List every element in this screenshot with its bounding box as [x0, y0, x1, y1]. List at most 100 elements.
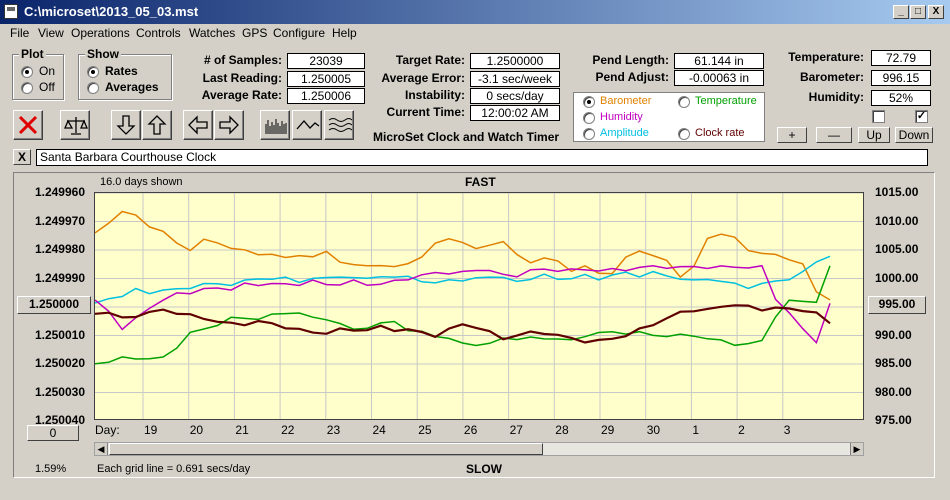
average-error-field: -3.1 sec/week — [470, 71, 560, 87]
clock-rate-option: Clock rate — [695, 127, 745, 139]
days-shown: 16.0 days shown — [100, 176, 183, 188]
plot-off-radio[interactable] — [21, 82, 33, 94]
x-tick: 27 — [509, 423, 523, 437]
y-left-tick: 1.250030 — [34, 384, 85, 399]
menu-file[interactable]: File — [10, 26, 30, 40]
horizontal-scrollbar[interactable]: ◀ ▶ — [94, 442, 864, 456]
menu-help[interactable]: Help — [332, 26, 357, 40]
right-arrow-button[interactable] — [214, 110, 244, 140]
slow-label: SLOW — [466, 462, 502, 476]
minimize-button[interactable]: _ — [893, 5, 909, 19]
menu-controls[interactable]: Controls — [136, 26, 181, 40]
last-reading-field: 1.250005 — [287, 71, 365, 87]
multi-line-view-button[interactable] — [324, 110, 354, 140]
fast-label: FAST — [465, 175, 496, 189]
humidity-label: Humidity: — [808, 90, 864, 104]
sensor-selector — [573, 92, 765, 142]
plot-on-radio[interactable] — [21, 66, 33, 78]
left-arrow-button[interactable] — [183, 110, 213, 140]
x-tick: 2 — [738, 423, 745, 437]
close-button[interactable]: X — [928, 5, 944, 19]
y-right-tick: 990.00 — [875, 327, 912, 342]
y-left-tick: 1.250040 — [34, 413, 85, 427]
show-averages-radio[interactable] — [87, 82, 99, 94]
y-right-tick: 980.00 — [875, 384, 912, 399]
y-right-tick: 975.00 — [875, 413, 912, 427]
balance-icon — [64, 117, 88, 135]
menu-configure[interactable]: Configure — [273, 26, 326, 40]
series-line-2 — [95, 264, 831, 344]
up-button[interactable]: Up — [858, 127, 890, 143]
left-checkbox[interactable] — [872, 110, 885, 123]
center-rate-button[interactable]: 1.250000 — [17, 296, 91, 314]
scroll-thumb[interactable] — [109, 443, 543, 455]
instability-field: 0 secs/day — [470, 88, 560, 104]
zero-button[interactable]: 0 — [27, 425, 79, 441]
x-tick: 30 — [646, 423, 661, 437]
show-group: Show Rates Averages — [78, 47, 172, 100]
barometer-radio[interactable] — [583, 96, 595, 108]
series-line-3 — [95, 265, 831, 365]
average-rate-field: 1.250006 — [287, 88, 365, 104]
clock-rate-radio[interactable] — [678, 128, 690, 140]
x-tick: 24 — [372, 423, 386, 437]
x-tick: 26 — [463, 423, 478, 437]
pend-adjust-label: Pend Adjust: — [595, 70, 669, 84]
series-line-4 — [95, 304, 831, 344]
clock-name-input[interactable]: Santa Barbara Courthouse Clock — [36, 149, 928, 166]
amplitude-radio[interactable] — [583, 128, 595, 140]
menu-bar: File View Operations Controls Watches GP… — [0, 24, 950, 44]
last-reading-label: Last Reading: — [202, 71, 282, 85]
humidity-radio[interactable] — [583, 112, 595, 124]
pend-length-label: Pend Length: — [592, 53, 669, 67]
x-tick: 29 — [601, 423, 615, 437]
current-time-label: Current Time: — [386, 105, 465, 119]
x-tick: 25 — [418, 423, 432, 437]
y-right-tick: 1010.00 — [875, 213, 919, 228]
down-arrow-button[interactable] — [111, 110, 141, 140]
arrow-down-icon — [116, 115, 136, 135]
temperature-radio[interactable] — [678, 96, 690, 108]
samples-label: # of Samples: — [203, 53, 282, 67]
x-icon — [18, 115, 38, 135]
balance-button[interactable] — [60, 110, 90, 140]
y-right-tick: 1005.00 — [875, 242, 919, 256]
app-caption: MicroSet Clock and Watch Timer — [373, 130, 560, 144]
multi-wave-icon — [328, 118, 352, 132]
plus-button[interactable]: + — [777, 127, 807, 143]
pend-length-field: 61.144 in — [674, 53, 764, 69]
show-averages-label: Averages — [105, 80, 159, 94]
right-checkbox[interactable]: ✓ — [915, 110, 928, 123]
minus-button[interactable]: — — [816, 127, 852, 143]
chart-panel — [13, 172, 935, 478]
clear-clock-button[interactable]: X — [13, 149, 31, 165]
menu-operations[interactable]: Operations — [71, 26, 130, 40]
x-tick: 3 — [783, 423, 791, 437]
y-left-tick: 1.249990 — [34, 270, 85, 285]
show-rates-radio[interactable] — [87, 66, 99, 78]
bars-view-button[interactable] — [260, 110, 290, 140]
target-rate-field[interactable]: 1.2500000 — [470, 53, 560, 69]
window-title: C:\microset\2013_05_03.mst — [24, 4, 199, 19]
pend-adjust-field: -0.00063 in — [674, 70, 764, 86]
grid-note: Each grid line = 0.691 secs/day — [97, 463, 251, 475]
down-button[interactable]: Down — [895, 127, 933, 143]
current-time-field: 12:00:02 AM — [470, 105, 560, 121]
y-right-tick: 1015.00 — [875, 185, 919, 199]
x-tick: 23 — [326, 423, 341, 437]
maximize-button[interactable]: □ — [910, 5, 926, 19]
amplitude-option: Amplitude — [600, 127, 649, 139]
scroll-left-arrow-icon[interactable]: ◀ — [95, 443, 108, 455]
center-baro-button[interactable]: 995.00 — [868, 296, 926, 314]
menu-gps[interactable]: GPS — [242, 26, 268, 40]
x-tick: 19 — [144, 423, 158, 437]
scroll-right-arrow-icon[interactable]: ▶ — [850, 443, 863, 455]
arrow-left-icon — [188, 115, 208, 135]
menu-watches[interactable]: Watches — [189, 26, 236, 40]
line-view-button[interactable] — [292, 110, 322, 140]
day-label: Day: — [95, 423, 120, 437]
menu-view[interactable]: View — [38, 26, 64, 40]
stop-button[interactable] — [13, 110, 43, 140]
y-left-tick: 1.249980 — [34, 242, 85, 256]
up-arrow-button[interactable] — [142, 110, 172, 140]
